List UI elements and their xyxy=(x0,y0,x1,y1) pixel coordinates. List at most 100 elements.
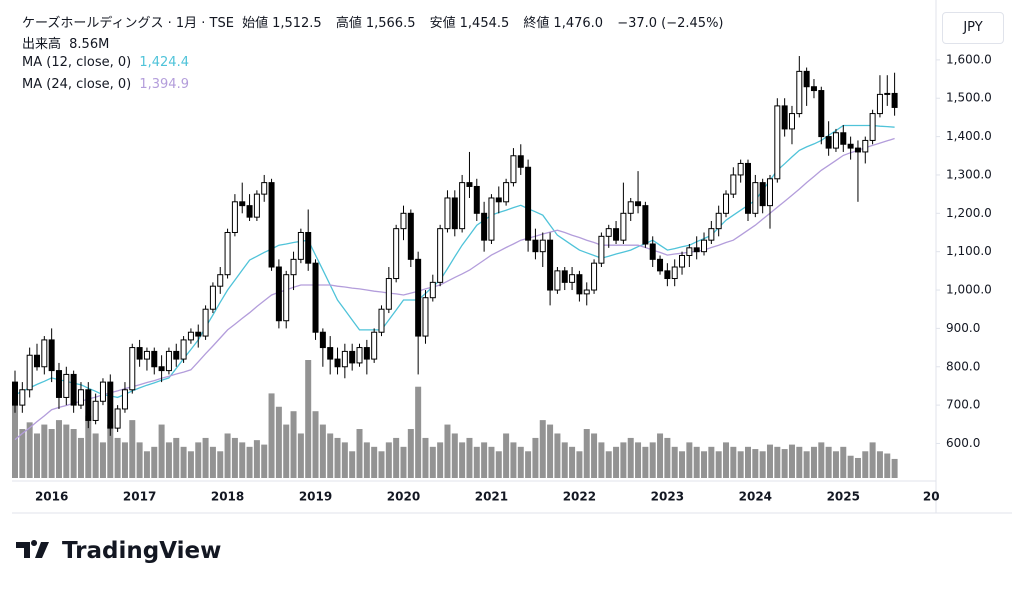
volume-bar xyxy=(393,437,400,478)
candle-body xyxy=(539,239,546,253)
x-tick-label: 2020 xyxy=(387,490,420,504)
ma-value: 1,424.4 xyxy=(139,55,189,70)
volume-bar xyxy=(341,442,348,478)
candle-body xyxy=(701,239,708,253)
volume-bar xyxy=(598,442,605,478)
y-tick-label: 1,300.0 xyxy=(946,167,992,181)
volume-bar xyxy=(305,360,312,478)
ma-name: MA (12, close, 0) xyxy=(22,55,132,70)
volume-bar xyxy=(217,451,224,478)
candle-body xyxy=(686,247,693,257)
legend-line: ケーズホールディングス · 1月 · TSE 始値 1,512.5 高値 1,566… xyxy=(22,12,728,31)
volume-bar xyxy=(239,442,246,478)
ohlc-label: 始値 xyxy=(242,16,269,31)
volume-bar xyxy=(114,437,121,478)
volume-bar xyxy=(876,451,883,478)
volume-bar xyxy=(459,442,466,478)
candle-body xyxy=(136,347,143,360)
volume-bar xyxy=(246,446,253,478)
candle-body xyxy=(70,373,77,406)
candle-body xyxy=(327,347,334,360)
candle-body xyxy=(488,197,495,241)
volume-bar xyxy=(642,446,649,478)
candle-body xyxy=(444,197,451,230)
candle-body xyxy=(766,178,773,207)
volume-bar xyxy=(99,442,106,478)
candle-body xyxy=(371,331,378,360)
volume-bar xyxy=(488,446,495,478)
candle-body xyxy=(517,155,524,168)
x-tick-label: 2025 xyxy=(827,490,860,504)
volume-bar xyxy=(415,386,422,478)
x-tick-label: 2024 xyxy=(739,490,772,504)
currency-button[interactable]: JPY xyxy=(942,12,1004,44)
candle-body xyxy=(437,228,444,283)
candle-body xyxy=(583,289,590,295)
volume-bar xyxy=(407,429,414,478)
volume-bar xyxy=(884,453,891,478)
volume-bar xyxy=(854,457,861,478)
candle-body xyxy=(891,92,898,108)
candle-body xyxy=(268,182,275,268)
candle-body xyxy=(202,308,209,337)
volume-bar xyxy=(151,446,158,478)
x-tick-label: 2022 xyxy=(563,490,596,504)
candle-body xyxy=(19,389,26,406)
volume-bar xyxy=(224,433,231,478)
candle-body xyxy=(393,228,400,280)
candle-body xyxy=(620,212,627,241)
candle-body xyxy=(613,228,620,241)
candle-body xyxy=(77,389,84,406)
volume-bar xyxy=(378,451,385,478)
candle-body xyxy=(261,182,268,195)
volume-bar xyxy=(195,442,202,478)
volume-bar xyxy=(334,437,341,478)
volume-bar xyxy=(129,420,136,478)
ohlc-label: 安値 xyxy=(429,16,456,31)
candle-body xyxy=(715,212,722,230)
y-tick-label: 800.0 xyxy=(946,359,980,373)
volume-bar xyxy=(444,424,451,478)
candle-body xyxy=(143,350,150,360)
volume-bar xyxy=(569,446,576,478)
candle-body xyxy=(803,70,810,88)
volume-bar xyxy=(620,442,627,478)
candle-body xyxy=(547,239,554,291)
y-tick-label: 1,000.0 xyxy=(946,283,992,297)
candle-body xyxy=(737,162,744,176)
volume-bar xyxy=(261,444,268,478)
volume-bar xyxy=(671,446,678,478)
candle-body xyxy=(165,350,172,372)
volume-bar xyxy=(400,446,407,478)
ohlc-value: 1,512.5 xyxy=(272,16,322,31)
candle-body xyxy=(341,350,348,368)
candle-body xyxy=(92,400,99,421)
candle-body xyxy=(832,132,839,149)
candle-body xyxy=(129,347,136,391)
candle-body xyxy=(510,155,517,184)
volume-bar xyxy=(429,446,436,478)
candle-body xyxy=(774,105,781,180)
candle-body xyxy=(473,185,480,214)
x-tick-label: 2018 xyxy=(211,490,244,504)
volume-bar xyxy=(605,451,612,478)
candle-body xyxy=(297,231,304,260)
x-tick-label: 20 xyxy=(923,490,940,504)
volume-bar xyxy=(576,451,583,478)
x-tick-label: 2023 xyxy=(651,490,684,504)
volume-bar xyxy=(840,446,847,478)
candle-body xyxy=(876,93,883,115)
candle-body xyxy=(363,347,370,360)
ohlc-label: 高値 xyxy=(335,16,362,31)
tv-logo xyxy=(16,540,49,558)
ma-legend: MA (12, close, 0) 1,424.4 xyxy=(22,55,193,70)
volume-bar xyxy=(451,433,458,478)
candle-body xyxy=(745,162,751,214)
volume-bar xyxy=(708,446,715,478)
ma-legend: MA (24, close, 0) 1,394.9 xyxy=(22,77,193,92)
candle-body xyxy=(151,350,158,368)
candle-body xyxy=(407,212,414,260)
volume-bar xyxy=(143,451,150,478)
volume-bar xyxy=(356,429,363,478)
